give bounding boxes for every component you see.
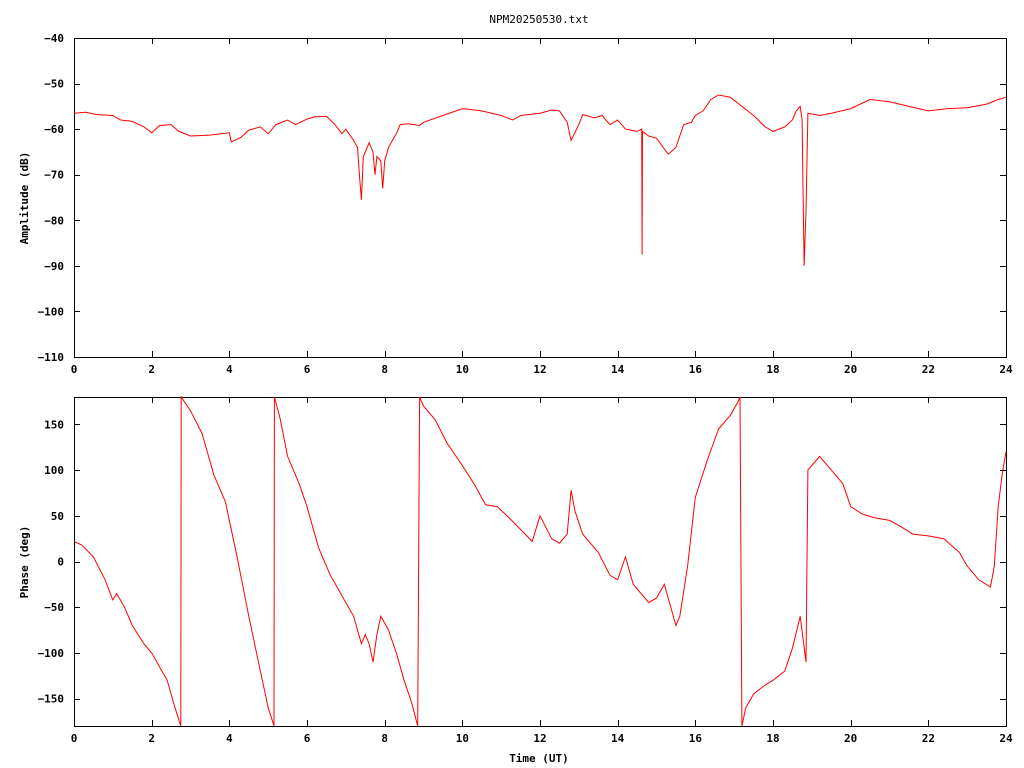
amplitude-panel: Amplitude (dB) 0 2 4 6 8 10 12 14 16 18 20 22 24−110… (18, 32, 1013, 376)
series-line (73, 395, 1007, 727)
y-tick-label: −80 (44, 214, 64, 227)
y-axis-label: Amplitude (dB) (18, 152, 31, 245)
x-tick-label: 10 (456, 363, 469, 376)
y-tick-label: −50 (44, 78, 64, 91)
x-tick-label: 22 (922, 732, 935, 745)
y-tick-label: 100 (44, 464, 64, 477)
x-tick-label: 24 (999, 732, 1013, 745)
x-tick-label: 4 (226, 732, 233, 745)
x-tick-label: 14 (611, 363, 625, 376)
x-tick-label: 18 (766, 732, 779, 745)
x-tick-label: 8 (381, 732, 388, 745)
phase-panel: Phase (deg) Time (UT) 0 2 4 6 8 10 12 14 16 18 20 2… (18, 395, 1013, 765)
y-tick-label: −100 (38, 647, 65, 660)
y-tick-label: −100 (38, 305, 65, 318)
y-tick-label: 0 (57, 556, 64, 569)
x-tick-label: 20 (844, 363, 857, 376)
y-tick-label: 50 (51, 510, 64, 523)
x-tick-label: 14 (611, 732, 625, 745)
x-tick-label: 0 (71, 732, 78, 745)
x-tick-label: 10 (456, 732, 469, 745)
plot-frame (74, 397, 1007, 727)
x-tick-label: 2 (148, 363, 155, 376)
y-tick-label: −70 (44, 169, 64, 182)
x-tick-label: 24 (999, 363, 1013, 376)
x-tick-label: 18 (766, 363, 779, 376)
x-tick-label: 4 (226, 363, 233, 376)
y-tick-label: −150 (38, 693, 65, 706)
x-axis-label: Time (UT) (509, 752, 569, 765)
y-tick-label: −60 (44, 123, 64, 136)
x-tick-label: 2 (148, 732, 155, 745)
x-tick-label: 12 (533, 732, 546, 745)
y-tick-label: −40 (44, 32, 64, 45)
chart-title: NPM20250530.txt (489, 13, 588, 26)
y-tick-label: −90 (44, 260, 64, 273)
y-tick-label: −50 (44, 601, 64, 614)
y-tick-label: −110 (38, 351, 65, 364)
series-line (73, 94, 1007, 266)
x-tick-label: 6 (304, 732, 311, 745)
x-tick-label: 22 (922, 363, 935, 376)
plot-frame (74, 38, 1007, 358)
y-axis-label: Phase (deg) (18, 526, 31, 599)
y-tick-label: 150 (44, 418, 64, 431)
x-tick-label: 8 (381, 363, 388, 376)
x-tick-label: 12 (533, 363, 546, 376)
x-tick-label: 6 (304, 363, 311, 376)
x-tick-label: 16 (689, 363, 703, 376)
x-tick-label: 0 (71, 363, 78, 376)
x-tick-label: 16 (689, 732, 703, 745)
x-tick-label: 20 (844, 732, 857, 745)
